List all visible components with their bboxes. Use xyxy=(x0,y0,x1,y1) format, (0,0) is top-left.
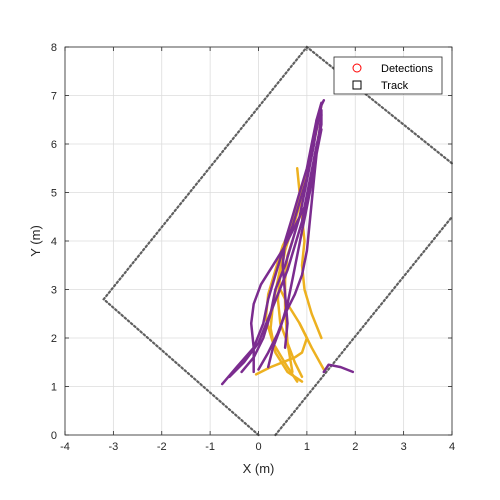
boundary-outer xyxy=(102,45,454,437)
tracks xyxy=(220,99,355,386)
y-tick-label: 1 xyxy=(51,382,57,394)
x-tick-label: -2 xyxy=(157,441,167,453)
track-line-11 xyxy=(249,133,321,374)
y-tick-label: 6 xyxy=(51,139,57,151)
legend-label-track: Track xyxy=(381,80,409,92)
x-tick-label: 1 xyxy=(304,441,310,453)
y-tick-label: 2 xyxy=(51,333,57,345)
y-tick-label: 8 xyxy=(51,42,57,54)
x-tick-label: 3 xyxy=(401,441,407,453)
y-tick-label: 4 xyxy=(51,236,57,248)
track-line-5 xyxy=(254,322,309,376)
coverage-boundary xyxy=(102,45,454,437)
track-line-12 xyxy=(257,128,323,371)
x-tick-labels: -4 -3 -2 -1 0 1 2 3 4 xyxy=(60,441,455,453)
y-tick-label: 5 xyxy=(51,188,57,200)
x-tick-label: 2 xyxy=(352,441,358,453)
x-tick-label: 0 xyxy=(255,441,261,453)
y-tick-label: 3 xyxy=(51,285,57,297)
track-line-14 xyxy=(281,101,323,349)
boundary-inner xyxy=(274,215,454,437)
y-axis-label: Y (m) xyxy=(28,225,43,257)
x-axis-label: X (m) xyxy=(243,461,275,476)
x-tick-label: -3 xyxy=(108,441,118,453)
track-line-9 xyxy=(240,118,318,374)
legend-box xyxy=(333,56,443,95)
legend-label-detections: Detections xyxy=(381,63,433,75)
y-tick-labels: 0 1 2 3 4 5 6 7 8 xyxy=(51,42,57,442)
x-tick-label: 4 xyxy=(449,441,455,453)
x-tick-label: -4 xyxy=(60,441,70,453)
x-tick-label: -1 xyxy=(205,441,215,453)
detections-legend-marker xyxy=(352,63,362,73)
track-line-13 xyxy=(322,363,355,374)
y-tick-label: 7 xyxy=(51,91,57,103)
y-tick-label: 0 xyxy=(51,430,57,442)
legend: Detections Track xyxy=(333,56,443,95)
track-legend-marker xyxy=(352,80,362,90)
axes-box xyxy=(64,46,453,436)
